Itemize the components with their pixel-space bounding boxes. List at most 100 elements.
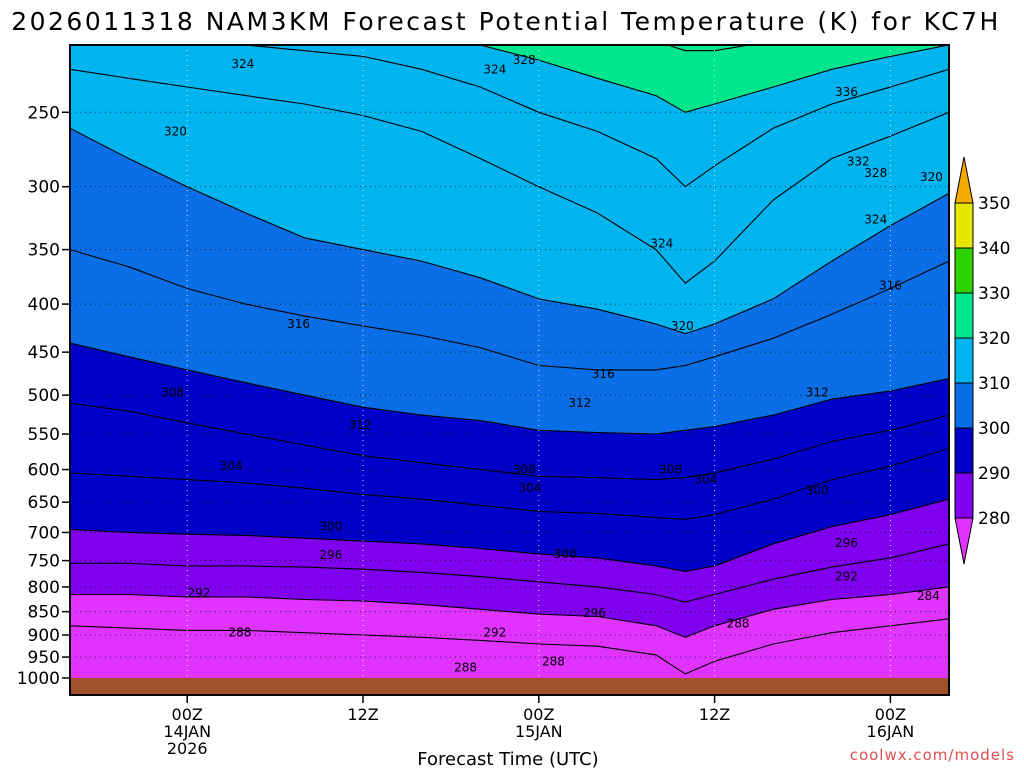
contour-label: 320	[920, 170, 943, 184]
contour-label: 324	[650, 237, 673, 251]
contour-label: 332	[847, 154, 870, 168]
colorbar-label: 330	[978, 284, 1010, 304]
x-tick-label: 00Z	[875, 705, 906, 724]
contour-label: 292	[835, 570, 858, 584]
colorbar: 350 340 330 320 310 300 290 280	[954, 156, 1010, 565]
contour-label: 292	[187, 586, 210, 600]
y-tick-label: 500	[28, 386, 60, 406]
colorbar-label: 340	[978, 239, 1010, 259]
credit-text: coolwx.com/models	[850, 746, 1015, 764]
colorbar-box-330-340	[954, 247, 974, 294]
colorbar-box-290-300	[954, 427, 974, 474]
contour-label: 308	[161, 386, 184, 400]
y-tick-label: 1000	[17, 669, 60, 689]
x-tick-label: 00Z	[523, 705, 554, 724]
contour-label: 328	[864, 166, 887, 180]
y-tick-label: 450	[28, 343, 60, 363]
y-tick-label: 400	[28, 295, 60, 315]
contour-label: 308	[513, 463, 536, 477]
contour-label: 324	[231, 57, 254, 71]
y-tick-label: 950	[28, 648, 60, 668]
x-tick-label: 14JAN	[163, 722, 211, 741]
contour-label: 312	[806, 386, 829, 400]
x-tick-label: 15JAN	[515, 722, 563, 741]
isentrope-296	[70, 543, 949, 603]
colorbar-box-310-320	[954, 337, 974, 384]
ground-surface	[70, 678, 949, 695]
y-tick-label: 700	[28, 523, 60, 543]
x-tick-label: 2026	[167, 739, 208, 758]
contour-label: 328	[513, 53, 536, 67]
contour-label: 288	[542, 654, 565, 668]
contour-label: 284	[917, 589, 940, 603]
y-tick-label: 550	[28, 425, 60, 445]
isentrope-288	[70, 618, 949, 675]
contour-label: 296	[583, 606, 606, 620]
contour-label: 336	[835, 85, 858, 99]
x-tick-label: 00Z	[172, 705, 203, 724]
colorbar-box-340-350	[954, 202, 974, 249]
isentrope-320	[70, 127, 949, 335]
contour-label: 308	[659, 463, 682, 477]
isentrope-324	[70, 68, 949, 284]
contour-label: 316	[287, 317, 310, 331]
contour-lines	[70, 45, 949, 675]
y-tick-label: 850	[28, 603, 60, 623]
isentrope-328	[237, 45, 949, 188]
y-tick-label: 350	[28, 241, 60, 261]
contour-label: 324	[483, 62, 506, 76]
plot-frame	[69, 44, 950, 696]
x-axis-label: Forecast Time (UTC)	[417, 749, 598, 768]
contour-label: 300	[554, 547, 577, 561]
colorbar-box-320-330	[954, 292, 974, 339]
grid-lines	[70, 45, 949, 695]
colorbar-box-280-290	[954, 472, 974, 519]
contour-label: 296	[835, 536, 858, 550]
band-fill-332	[480, 45, 949, 113]
contour-label: 312	[568, 396, 591, 410]
chart-title: 2026011318 NAM3KM Forecast Potential Tem…	[11, 7, 1001, 36]
contour-label: 324	[864, 212, 887, 226]
colorbar-top-arrow	[954, 156, 974, 204]
colorbar-label: 280	[978, 509, 1010, 529]
y-tick-label: 650	[28, 493, 60, 513]
colorbar-label: 290	[978, 464, 1010, 484]
contour-label: 296	[319, 548, 342, 562]
contour-label: 312	[349, 418, 372, 432]
colorbar-box-300-310	[954, 382, 974, 429]
y-tick-label: 750	[28, 552, 60, 572]
y-tick-label: 800	[28, 578, 60, 598]
colorbar-label: 320	[978, 329, 1010, 349]
contour-label: 316	[592, 367, 615, 381]
contour-label: 292	[483, 626, 506, 640]
contour-label: 304	[220, 459, 243, 473]
x-tick-label: 16JAN	[867, 722, 915, 741]
colorbar-label: 300	[978, 419, 1010, 439]
contour-label: 288	[727, 617, 750, 631]
contour-label: 288	[454, 661, 477, 675]
y-tick-label: 250	[28, 103, 60, 123]
colorbar-label: 350	[978, 194, 1010, 214]
isentrope-304	[70, 448, 949, 520]
isentrope-308	[70, 402, 949, 481]
contour-label: 320	[164, 124, 187, 138]
y-tick-label: 600	[28, 461, 60, 481]
contour-label: 304	[694, 473, 717, 487]
contour-label: 300	[806, 484, 829, 498]
y-tick-label: 900	[28, 626, 60, 646]
x-tick-label: 12Z	[699, 705, 730, 724]
x-tick-label: 12Z	[347, 705, 378, 724]
isentrope-292	[70, 586, 949, 638]
contour-label: 304	[519, 481, 542, 495]
contour-label: 320	[671, 319, 694, 333]
contour-label: 316	[879, 278, 902, 292]
band-fill-336	[667, 45, 750, 51]
contour-label: 288	[228, 626, 251, 640]
y-tick-label: 300	[28, 178, 60, 198]
contour-fills	[70, 45, 949, 695]
